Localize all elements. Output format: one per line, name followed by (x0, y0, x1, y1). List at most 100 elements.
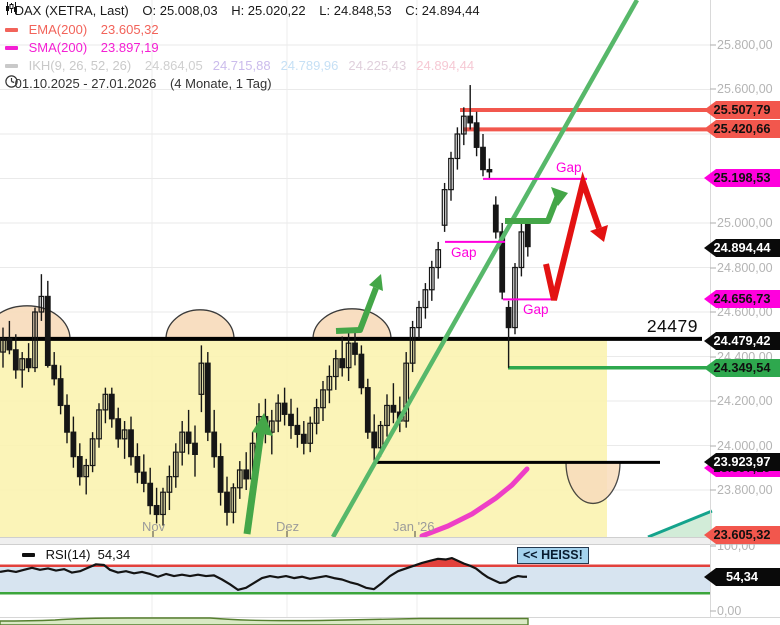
candle-down[interactable] (185, 431, 192, 444)
candle-up[interactable] (320, 389, 326, 409)
arc-bump[interactable] (312, 308, 392, 340)
support-level-label[interactable]: 24479 (646, 316, 698, 336)
candle-down[interactable] (115, 418, 122, 440)
candle-down[interactable] (192, 442, 198, 455)
candle-up[interactable] (448, 157, 454, 191)
candle-down[interactable] (44, 295, 51, 366)
candle-up[interactable] (0, 338, 6, 353)
candle-up[interactable] (198, 362, 205, 395)
candle-down[interactable] (364, 387, 371, 433)
trendline[interactable] (331, 0, 639, 539)
candle-down[interactable] (108, 393, 115, 420)
sma-legend-line: SMA(200) 23.897,19 (5, 39, 169, 57)
candle-down[interactable] (505, 306, 512, 329)
candle-up[interactable] (403, 362, 410, 422)
candle-up[interactable] (32, 311, 38, 369)
candle-down[interactable] (492, 204, 499, 233)
candle-down[interactable] (204, 362, 211, 433)
candle-up[interactable] (345, 342, 352, 369)
candle-up[interactable] (268, 420, 275, 433)
ikh-value: 24.225,43 (348, 58, 407, 73)
candle-up[interactable] (38, 295, 45, 313)
candle-down[interactable] (339, 358, 346, 369)
candle-up[interactable] (435, 249, 442, 269)
gap-label[interactable]: Gap (523, 302, 549, 317)
instrument-title: DAX (XETRA, Last) (14, 3, 129, 18)
candle-down[interactable] (70, 431, 77, 458)
candle-down[interactable] (524, 220, 531, 248)
green-step-arrow[interactable] (505, 191, 562, 224)
candle-down[interactable] (76, 456, 83, 478)
heiss-annotation[interactable]: << HEISS! (517, 547, 589, 564)
candle-down[interactable] (64, 404, 70, 433)
candle-down[interactable] (57, 378, 64, 407)
candle-down[interactable] (281, 402, 288, 415)
candle-up[interactable] (160, 491, 166, 516)
candle-down[interactable] (499, 231, 506, 293)
candle-up[interactable] (441, 189, 448, 226)
sma200-curve[interactable] (419, 466, 530, 539)
candle-up[interactable] (83, 464, 90, 478)
candle-down[interactable] (147, 482, 154, 507)
candle-up[interactable] (422, 289, 429, 309)
candle-up[interactable] (416, 306, 422, 329)
candle-up[interactable] (409, 326, 416, 364)
candle-down[interactable] (243, 469, 250, 480)
candle-down[interactable] (480, 146, 486, 171)
candle-up[interactable] (166, 476, 173, 493)
candle-down[interactable] (358, 353, 365, 389)
candle-up[interactable] (377, 424, 384, 449)
candle-up[interactable] (179, 431, 186, 453)
green-hook-arrow[interactable] (335, 286, 379, 334)
arc-bump[interactable] (165, 309, 235, 340)
candle-up[interactable] (236, 469, 243, 489)
candle-up[interactable] (313, 407, 320, 424)
candle-down[interactable] (25, 358, 32, 369)
candle-up[interactable] (512, 266, 518, 329)
candle-up[interactable] (518, 231, 525, 269)
candle-down[interactable] (134, 456, 141, 473)
candle-up[interactable] (460, 115, 467, 135)
green-up-arrow[interactable] (243, 424, 266, 535)
candle-up[interactable] (89, 438, 96, 467)
candle-up[interactable] (275, 402, 282, 422)
candle-down[interactable] (288, 413, 294, 427)
candle-up[interactable] (102, 393, 109, 411)
candle-down[interactable] (390, 404, 397, 413)
candle-down[interactable] (473, 122, 480, 148)
rsi-line[interactable] (0, 557, 527, 591)
candle-up[interactable] (332, 358, 339, 378)
candle-down[interactable] (294, 424, 301, 435)
candle-down[interactable] (300, 433, 307, 444)
candle-down[interactable] (486, 169, 493, 173)
candle-down[interactable] (51, 364, 58, 380)
teal-line[interactable] (647, 509, 713, 539)
candle-up[interactable] (172, 451, 179, 478)
candle-down[interactable] (6, 338, 13, 351)
gap-label[interactable]: Gap (556, 160, 582, 175)
candle-down[interactable] (352, 342, 358, 355)
candle-down[interactable] (371, 431, 378, 449)
red-forecast-arrow[interactable] (543, 171, 602, 301)
candle-down[interactable] (128, 429, 134, 458)
candle-up[interactable] (384, 404, 390, 427)
candle-up[interactable] (19, 358, 26, 371)
candle-up[interactable] (121, 429, 128, 440)
gap-label[interactable]: Gap (451, 245, 477, 260)
candle-down[interactable] (153, 504, 160, 516)
bottom-panel-strip[interactable] (0, 617, 529, 625)
candle-up[interactable] (454, 133, 461, 160)
candle-down[interactable] (467, 115, 474, 124)
arc-bowl[interactable] (565, 461, 621, 504)
candle-down[interactable] (224, 491, 230, 513)
candle-down[interactable] (140, 471, 147, 484)
candle-up[interactable] (96, 409, 102, 440)
candle-down[interactable] (211, 431, 218, 458)
candle-down[interactable] (12, 349, 19, 371)
candle-down[interactable] (217, 456, 224, 493)
candle-up[interactable] (307, 422, 314, 444)
candle-up[interactable] (428, 266, 435, 291)
candle-up[interactable] (230, 487, 237, 513)
candle-up[interactable] (326, 375, 333, 391)
